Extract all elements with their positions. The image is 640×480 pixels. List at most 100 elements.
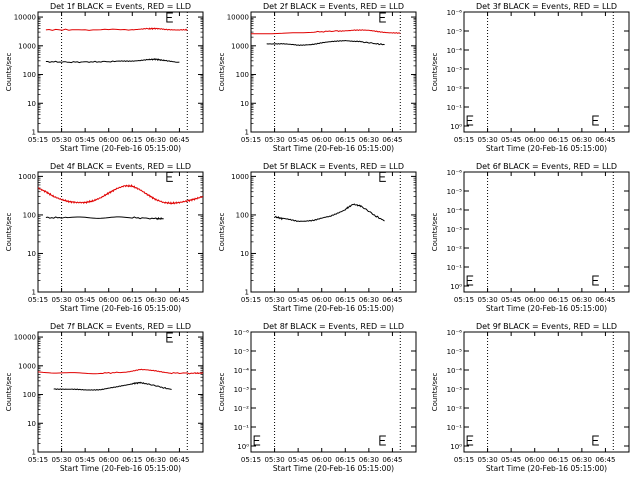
y-tick-label: 1 xyxy=(245,289,249,297)
x-tick-label: 05:30 xyxy=(51,456,71,464)
y-tick-label: 100 xyxy=(23,391,36,399)
y-tick-label: 10⁻³ xyxy=(234,386,250,394)
plot-frame xyxy=(250,11,417,133)
series-line-events xyxy=(45,58,180,64)
y-tick-label: 10⁻³ xyxy=(447,386,463,394)
y-tick-label: 100 xyxy=(236,211,249,219)
x-tick-label: 05:30 xyxy=(477,456,497,464)
y-tick-label: 1 xyxy=(32,289,36,297)
y-tick-label: 10⁰ xyxy=(237,443,249,451)
y-tick-label: 1000 xyxy=(231,173,249,181)
bracket-marker xyxy=(466,275,474,286)
x-axis-label: Start Time (20-Feb-16 05:15:00) xyxy=(486,144,607,153)
y-tick-label: 1 xyxy=(245,129,249,137)
y-tick-label: 10⁰ xyxy=(450,443,462,451)
x-tick-label: 05:15 xyxy=(454,456,474,464)
x-tick-label: 06:00 xyxy=(312,296,332,304)
x-tick-label: 05:15 xyxy=(241,296,261,304)
x-tick-label: 05:45 xyxy=(75,456,95,464)
x-tick-label: 06:00 xyxy=(99,136,119,144)
x-tick-label: 06:15 xyxy=(335,296,355,304)
y-tick-label: 10 xyxy=(240,100,249,108)
bracket-marker xyxy=(466,435,474,446)
y-tick-label: 10⁻² xyxy=(447,245,463,253)
plot-frame xyxy=(463,11,630,133)
x-tick-label: 06:45 xyxy=(169,456,189,464)
y-tick-label: 10⁻¹ xyxy=(447,104,463,112)
y-tick-label: 1000 xyxy=(231,42,249,50)
y-tick-label: 10⁻⁴ xyxy=(447,367,463,375)
x-axis-label: Start Time (20-Feb-16 05:15:00) xyxy=(60,304,181,313)
plot-frame xyxy=(37,331,204,453)
x-tick-label: 06:00 xyxy=(525,136,545,144)
y-tick-label: 10⁻⁴ xyxy=(234,367,250,375)
plot-title: Det 4f BLACK = Events, RED = LLD xyxy=(50,162,191,171)
y-tick-label: 10 xyxy=(240,250,249,258)
series-line-lld xyxy=(45,27,188,31)
x-tick-label: 06:30 xyxy=(572,456,592,464)
plot-frame xyxy=(463,171,630,293)
y-tick-label: 10⁻⁵ xyxy=(447,188,463,196)
plot-frame xyxy=(250,331,417,453)
y-tick-label: 100 xyxy=(23,71,36,79)
y-tick-label: 1 xyxy=(32,129,36,137)
x-tick-label: 06:30 xyxy=(359,136,379,144)
plot-frame xyxy=(37,171,204,293)
y-tick-label: 1000 xyxy=(18,42,36,50)
series-line-events xyxy=(45,216,164,221)
x-tick-label: 06:00 xyxy=(525,456,545,464)
x-tick-label: 05:30 xyxy=(264,296,284,304)
x-axis-label: Start Time (20-Feb-16 05:15:00) xyxy=(486,464,607,473)
y-axis-label: Counts/sec xyxy=(218,53,226,92)
y-axis-label: Counts/sec xyxy=(431,53,439,92)
plot-title: Det 7f BLACK = Events, RED = LLD xyxy=(50,322,191,331)
x-axis-label: Start Time (20-Feb-16 05:15:00) xyxy=(273,464,394,473)
plot-frame xyxy=(463,331,630,453)
bracket-marker xyxy=(166,171,173,182)
x-tick-label: 05:45 xyxy=(288,136,308,144)
x-tick-label: 05:45 xyxy=(501,456,521,464)
bracket-marker xyxy=(592,435,599,446)
y-axis-label: Counts/sec xyxy=(218,213,226,252)
x-tick-label: 05:15 xyxy=(28,136,48,144)
y-tick-label: 10⁻⁴ xyxy=(447,47,463,55)
y-tick-label: 10⁻⁵ xyxy=(234,348,250,356)
x-tick-label: 05:15 xyxy=(28,456,48,464)
x-tick-label: 05:45 xyxy=(288,296,308,304)
plot-title: Det 5f BLACK = Events, RED = LLD xyxy=(263,162,404,171)
y-tick-label: 10⁻² xyxy=(447,85,463,93)
x-tick-label: 05:30 xyxy=(264,136,284,144)
series-line-lld xyxy=(37,184,204,205)
y-tick-label: 10⁻² xyxy=(234,405,250,413)
series-line-events xyxy=(53,381,172,391)
y-tick-label: 10000 xyxy=(14,334,36,342)
y-tick-label: 10⁻¹ xyxy=(447,424,463,432)
plot-frame xyxy=(37,11,204,133)
y-tick-label: 1000 xyxy=(18,173,36,181)
x-axis-label: Start Time (20-Feb-16 05:15:00) xyxy=(486,304,607,313)
x-tick-label: 05:30 xyxy=(264,456,284,464)
y-tick-label: 10000 xyxy=(227,14,249,22)
y-tick-label: 10⁻⁶ xyxy=(234,329,250,337)
y-tick-label: 10⁰ xyxy=(450,123,462,131)
plot-title: Det 3f BLACK = Events, RED = LLD xyxy=(476,2,617,11)
x-tick-label: 06:15 xyxy=(122,296,142,304)
x-tick-label: 06:00 xyxy=(525,296,545,304)
x-axis-label: Start Time (20-Feb-16 05:15:00) xyxy=(273,144,394,153)
x-tick-label: 06:30 xyxy=(146,136,166,144)
x-tick-label: 06:15 xyxy=(122,456,142,464)
bracket-marker xyxy=(253,435,261,446)
x-tick-label: 06:15 xyxy=(548,456,568,464)
y-tick-label: 10 xyxy=(27,420,36,428)
x-tick-label: 05:15 xyxy=(241,136,261,144)
plot-title: Det 2f BLACK = Events, RED = LLD xyxy=(263,2,404,11)
x-tick-label: 06:30 xyxy=(572,296,592,304)
y-axis-label: Counts/sec xyxy=(431,213,439,252)
bracket-marker xyxy=(166,332,173,343)
x-tick-label: 05:15 xyxy=(454,296,474,304)
y-tick-label: 100 xyxy=(23,211,36,219)
